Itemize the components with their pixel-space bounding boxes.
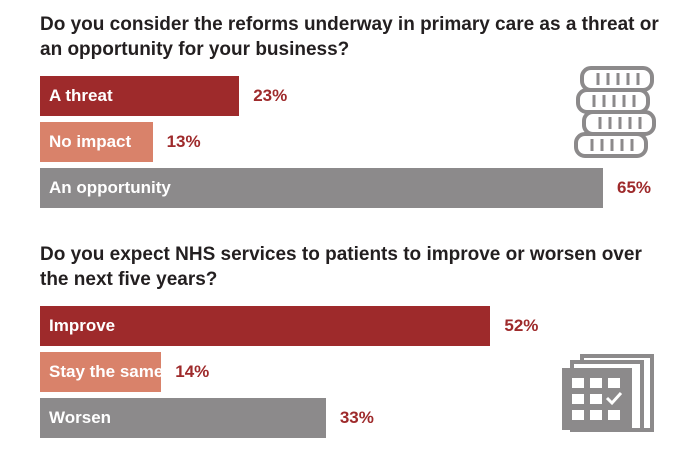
bar-label: No impact — [49, 132, 132, 151]
bar-label: A threat — [49, 86, 113, 105]
calendar-icon — [562, 354, 654, 432]
bar-label: An opportunity — [49, 178, 171, 197]
data-label: 14% — [175, 362, 210, 381]
bar-group: A threat 23% No impact 13% An opportunity 65% — [40, 76, 680, 208]
chart-nhs-services: Do you expect NHS services to patients t… — [40, 242, 680, 444]
bar: An opportunity — [40, 168, 603, 208]
chart-threat-opportunity: Do you consider the reforms underway in … — [40, 12, 680, 214]
bar: Improve — [40, 306, 491, 346]
bar-group: Improve 52% Stay the same 14% Worsen 33% — [40, 306, 680, 438]
bar-row: Worsen 33% — [40, 398, 680, 438]
chart-title: Do you consider the reforms underway in … — [40, 14, 659, 60]
bar: Worsen — [40, 398, 326, 438]
bar-row: Stay the same 14% — [40, 352, 680, 392]
bar-label: Improve — [49, 316, 116, 335]
bar: No impact — [40, 122, 153, 162]
bar: A threat — [40, 76, 240, 116]
bar-row: Improve 52% — [40, 306, 680, 346]
data-label: 13% — [166, 132, 201, 151]
bar: Stay the same — [40, 352, 164, 392]
bar-label: Worsen — [49, 408, 112, 427]
data-label: 52% — [504, 316, 539, 335]
bar-row: An opportunity 65% — [40, 168, 680, 208]
data-label: 23% — [253, 86, 288, 105]
data-label: 33% — [339, 408, 374, 427]
bar-row: No impact 13% — [40, 122, 680, 162]
data-label: 65% — [617, 178, 652, 197]
coins-icon — [574, 66, 656, 158]
chart-title: Do you expect NHS services to patients t… — [40, 244, 642, 290]
bar-label: Stay the same — [49, 362, 164, 381]
bar-row: A threat 23% — [40, 76, 680, 116]
